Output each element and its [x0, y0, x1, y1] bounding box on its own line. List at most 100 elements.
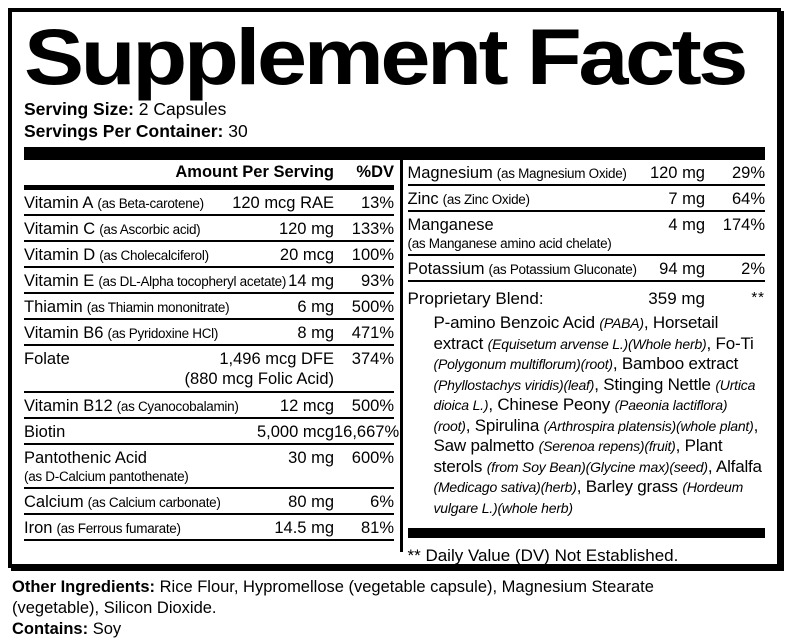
contains-line: Contains: Soy: [12, 619, 782, 640]
nutrient-name-cell: Vitamin A (as Beta-carotene): [24, 193, 230, 213]
nutrient-amount: 80 mg: [288, 492, 334, 511]
nutrient-name-cell: Manganese: [408, 215, 667, 235]
nutrient-name: Folate: [24, 349, 70, 368]
nutrient-source: (as Beta-carotene): [97, 195, 204, 211]
nutrient-dv: 93%: [360, 271, 394, 290]
nutrient-amount: 4 mg: [668, 215, 705, 234]
footnote-section: ** Daily Value (DV) Not Established.: [407, 526, 765, 574]
nutrient-amount: 7 mg: [668, 189, 705, 208]
facts-column-left: Amount Per Serving %DV Vitamin A (as Beta…: [24, 160, 400, 552]
nutrient-name-cell: Magnesium (as Magnesium Oxide): [408, 163, 648, 183]
other-ingredients-label: Other Ingredients:: [12, 578, 156, 596]
nutrient-name-cell: Vitamin C (as Ascorbic acid): [24, 219, 277, 239]
table-row: Magnesium (as Magnesium Oxide) 120 mg 29%: [407, 160, 765, 186]
nutrient-amount: 5,000 mcg: [256, 422, 334, 441]
nutrient-amount: 20 mcg: [279, 245, 334, 264]
supplement-facts-panel: Supplement Facts Serving Size: 2 Capsule…: [8, 8, 781, 568]
nutrient-source: (as Pyridoxine HCl): [107, 325, 219, 341]
nutrient-amount: 120 mg: [278, 219, 334, 238]
servings-per-container-label: Servings Per Container:: [24, 121, 224, 141]
nutrient-amount: 14 mg: [288, 271, 334, 290]
blend-ingredient-name: P-amino Benzoic Acid: [433, 313, 600, 332]
nutrient-name-cell: Folate: [24, 349, 217, 369]
nutrient-name-cell: Biotin: [24, 422, 255, 442]
nutrient-source: (as Thiamin mononitrate): [86, 299, 230, 315]
blend-ingredient-name: , Saw palmetto: [433, 415, 759, 456]
nutrient-amount: 14.5 mg: [274, 518, 334, 537]
nutrient-name-cell: Vitamin B12 (as Cyanocobalamin): [24, 396, 278, 416]
nutrient-source: (as Cholecalciferol): [99, 247, 209, 263]
nutrient-name-cell: Iron (as Ferrous fumarate): [24, 518, 272, 538]
nutrient-dv: 2%: [741, 259, 765, 278]
header-dv: %DV: [356, 163, 394, 181]
contains-label: Contains:: [12, 620, 89, 638]
nutrient-name: Potassium: [407, 259, 485, 278]
nutrient-amount: 30 mg: [288, 448, 334, 467]
nutrient-amount: 8 mg: [297, 323, 334, 342]
blend-ingredient-name: , Alfalfa: [707, 456, 762, 476]
blend-amount: 359 mg: [648, 289, 705, 308]
nutrient-name: Biotin: [24, 422, 66, 441]
blend-ingredient-latin: (Hordeum vulgare L.)(whole herb): [433, 479, 744, 516]
nutrient-name: Vitamin B12: [24, 396, 113, 415]
nutrient-dv: 600%: [351, 448, 394, 467]
divider-bar-footnote: [407, 528, 765, 538]
page-title: Supplement Facts: [24, 12, 748, 101]
nutrient-source: (as Ascorbic acid): [99, 221, 201, 237]
nutrient-name-cell: Zinc (as Zinc Oxide): [408, 189, 667, 209]
nutrient-name: Vitamin B6: [24, 323, 104, 342]
other-ingredients-line: Other Ingredients: Rice Flour, Hypromell…: [12, 577, 702, 619]
blend-dv: **: [751, 289, 765, 306]
nutrient-name: Pantothenic Acid: [24, 448, 147, 467]
table-row: Calcium (as Calcium carbonate) 80 mg 6%: [24, 489, 394, 515]
nutrient-source: (as Magnesium Oxide): [496, 165, 627, 181]
nutrient-rows-right: Magnesium (as Magnesium Oxide) 120 mg 29% Zi…: [407, 160, 765, 282]
nutrient-name: Zinc: [407, 189, 439, 208]
nutrient-amount-subline: (880 mcg Folic Acid): [184, 369, 334, 388]
table-row: Potassium (as Potassium Gluconate) 94 mg 2%: [407, 256, 765, 282]
nutrient-source: (as Zinc Oxide): [442, 191, 530, 207]
nutrient-dv: 64%: [731, 189, 765, 208]
servings-per-container-line: Servings Per Container: 30: [24, 120, 765, 142]
blend-ingredient-latin: (Polygonum multiflorum)(root): [433, 356, 614, 372]
nutrient-name: Iron: [24, 518, 53, 537]
table-row: Vitamin A (as Beta-carotene) 120 mcg RAE 13…: [24, 190, 394, 216]
other-ingredients-value: Rice Flour, Hypromellose (vegetable caps…: [12, 578, 654, 617]
blend-ingredient-latin: (Paeonia lactiflora)(root): [433, 397, 728, 434]
nutrient-dv: 471%: [351, 323, 394, 342]
blend-ingredient-name: , Chinese Peony: [488, 395, 615, 414]
header-amount-per-serving: Amount Per Serving: [175, 163, 334, 181]
blend-ingredient-latin: (from Soy Bean)(Glycine max)(seed): [486, 458, 708, 475]
nutrient-source: (as DL-Alpha tocopheryl acetate): [98, 273, 287, 289]
nutrient-rows-left: Vitamin A (as Beta-carotene) 120 mcg RAE 13…: [24, 190, 400, 541]
nutrient-dv: 13%: [360, 193, 394, 212]
servings-per-container-value: 30: [228, 121, 248, 141]
facts-column-right: Magnesium (as Magnesium Oxide) 120 mg 29% Zi…: [407, 160, 766, 565]
dv-footnote: ** Daily Value (DV) Not Established.: [407, 546, 679, 565]
nutrient-dv: 174%: [722, 215, 765, 234]
blend-ingredient-latin: (PABA): [599, 315, 644, 331]
nutrient-dv: 133%: [351, 219, 394, 238]
contains-value: Soy: [92, 620, 122, 638]
table-row: Vitamin C (as Ascorbic acid) 120 mg 133%: [24, 216, 394, 242]
nutrient-name-cell: Vitamin E (as DL-Alpha tocopheryl acetate…: [24, 271, 286, 291]
nutrient-amount: 1,496 mcg DFE: [219, 349, 334, 368]
nutrient-dv: 81%: [360, 518, 394, 537]
nutrient-source: (as Calcium carbonate): [87, 494, 221, 510]
nutrient-name: Manganese: [407, 215, 494, 234]
serving-size-value: 2 Capsules: [138, 99, 227, 119]
serving-info: Serving Size: 2 Capsules Servings Per Co…: [24, 98, 765, 142]
nutrient-name-cell: Potassium (as Potassium Gluconate): [408, 259, 658, 279]
nutrient-dv: 29%: [731, 163, 765, 182]
serving-size-line: Serving Size: 2 Capsules: [24, 98, 765, 120]
table-row: Zinc (as Zinc Oxide) 7 mg 64%: [407, 186, 765, 212]
nutrient-dv: 16,667%: [334, 422, 400, 441]
blend-ingredient-name: , Fo-Ti: [706, 333, 754, 353]
nutrient-dv: 6%: [370, 492, 394, 511]
nutrient-name-cell: Thiamin (as Thiamin mononitrate): [24, 297, 295, 317]
table-header-row: Amount Per Serving %DV: [24, 160, 394, 190]
table-row: Vitamin B6 (as Pyridoxine HCl) 8 mg 471%: [24, 320, 394, 346]
nutrient-dv: 500%: [351, 396, 394, 415]
blend-ingredients-text: P-amino Benzoic Acid (PABA), Horsetail e…: [408, 311, 766, 526]
nutrient-source: (as Ferrous fumarate): [56, 520, 181, 536]
